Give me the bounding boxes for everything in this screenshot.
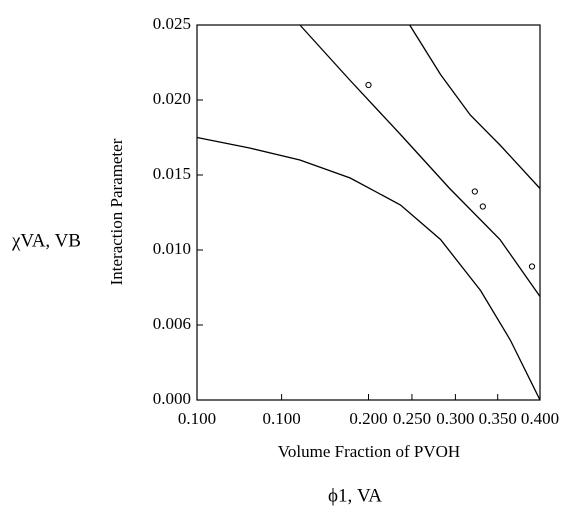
y-tick-label: 0.006 [153,314,191,333]
curve [196,136,541,401]
x-tick-label: 0.100 [262,409,300,428]
x-tick-label: 0.350 [479,409,517,428]
x-tick-label: 0.400 [521,409,559,428]
x-tick-label: 0.100 [178,409,216,428]
x-tick-label: 0.200 [349,409,387,428]
x-tick-label: 0.250 [393,409,431,428]
x-axis-label: Volume Fraction of PVOH [278,442,460,461]
plot-frame [196,24,541,401]
y-tick-label: 0.020 [153,89,191,108]
x-tick-label: 0.300 [436,409,474,428]
y-tick-label: 0.000 [153,389,191,408]
curve [409,24,541,189]
data-point [471,188,478,195]
y-symbol: χVA, VB [11,230,81,251]
data-point [365,81,372,89]
y-tick-label: 0.010 [153,239,191,258]
y-tick-label: 0.015 [153,164,191,183]
data-point [528,263,536,270]
y-tick-label: 0.025 [153,14,191,33]
y-axis-label: Interaction Parameter [107,138,126,285]
data-point [479,203,486,210]
x-symbol: ϕ1, VA [328,485,382,506]
curve [299,24,541,297]
